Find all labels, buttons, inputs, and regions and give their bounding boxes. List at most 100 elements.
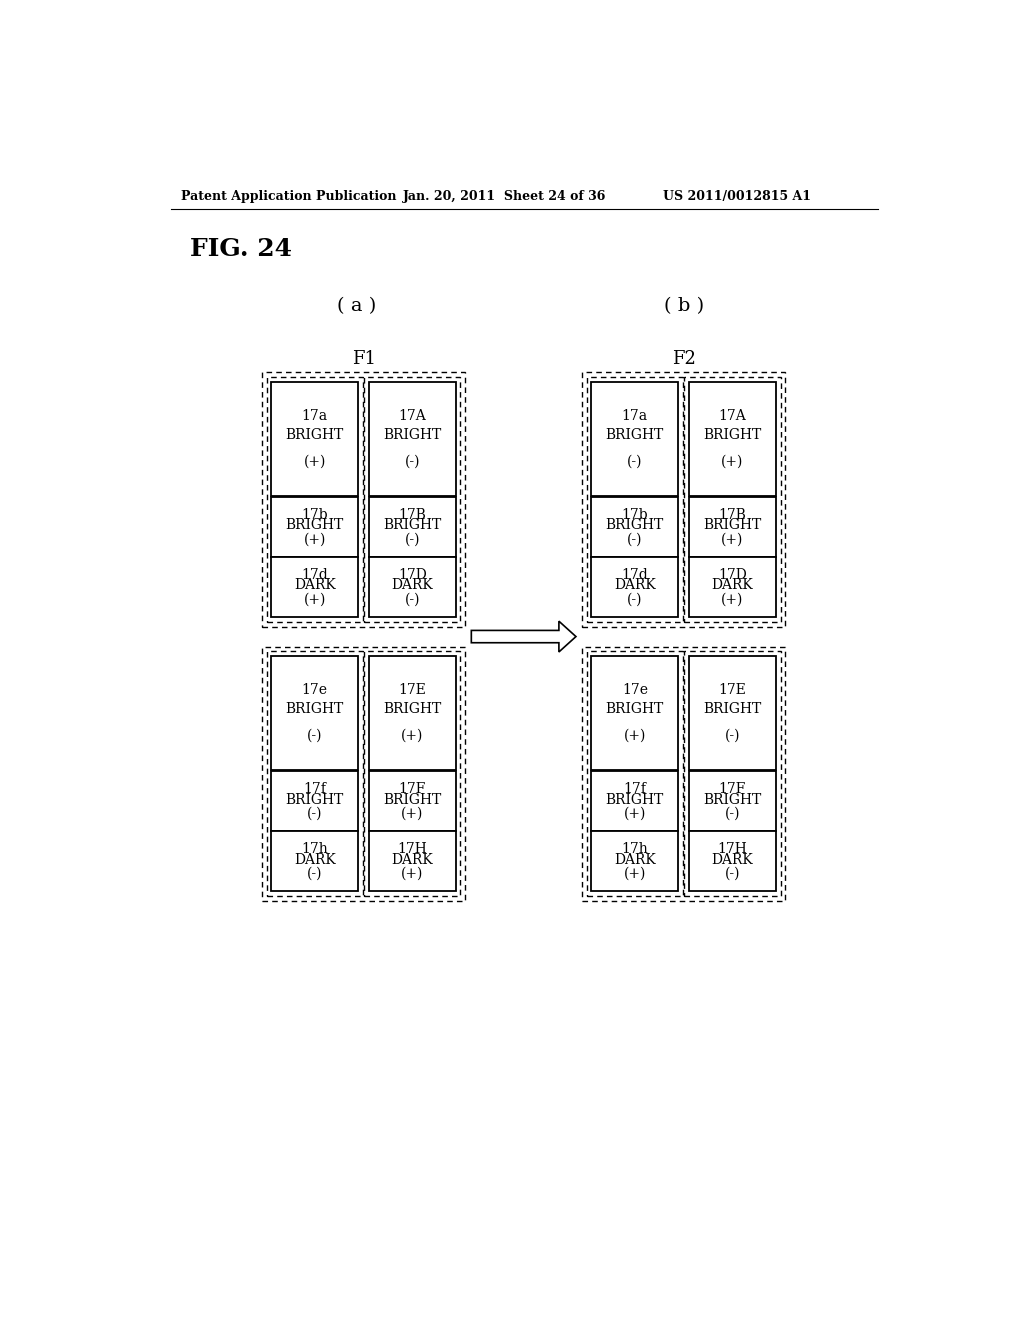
Text: (-): (-) bbox=[307, 866, 323, 880]
Text: (+): (+) bbox=[624, 729, 646, 743]
Text: (-): (-) bbox=[307, 729, 323, 743]
Bar bbox=[592, 381, 678, 496]
Text: DARK: DARK bbox=[294, 578, 336, 593]
Text: 17e: 17e bbox=[622, 682, 648, 697]
Text: (+): (+) bbox=[401, 807, 424, 820]
Polygon shape bbox=[471, 622, 575, 652]
Text: DARK: DARK bbox=[614, 578, 655, 593]
Text: 17B: 17B bbox=[719, 508, 746, 523]
Text: BRIGHT: BRIGHT bbox=[286, 792, 344, 807]
Bar bbox=[689, 656, 776, 770]
Bar bbox=[271, 498, 358, 557]
Text: 17B: 17B bbox=[398, 508, 426, 523]
Text: (-): (-) bbox=[627, 593, 643, 606]
Text: (-): (-) bbox=[307, 807, 323, 820]
Text: (+): (+) bbox=[624, 866, 646, 880]
Text: DARK: DARK bbox=[294, 853, 336, 867]
Text: Patent Application Publication: Patent Application Publication bbox=[180, 190, 396, 203]
Text: 17f: 17f bbox=[303, 783, 327, 796]
Bar bbox=[684, 378, 780, 622]
Text: (-): (-) bbox=[404, 454, 420, 469]
Text: (+): (+) bbox=[721, 532, 743, 546]
Text: 17E: 17E bbox=[398, 682, 426, 697]
Bar bbox=[271, 557, 358, 618]
Text: 17H: 17H bbox=[397, 842, 427, 857]
Text: BRIGHT: BRIGHT bbox=[383, 792, 441, 807]
Text: F2: F2 bbox=[672, 350, 695, 367]
Text: Jan. 20, 2011  Sheet 24 of 36: Jan. 20, 2011 Sheet 24 of 36 bbox=[403, 190, 606, 203]
Text: (-): (-) bbox=[725, 807, 740, 820]
Text: 17D: 17D bbox=[398, 569, 427, 582]
Text: 17F: 17F bbox=[398, 783, 426, 796]
Text: 17b: 17b bbox=[622, 508, 648, 523]
Bar bbox=[583, 647, 785, 900]
Text: (-): (-) bbox=[627, 454, 643, 469]
Text: BRIGHT: BRIGHT bbox=[703, 428, 762, 442]
Text: 17h: 17h bbox=[301, 842, 328, 857]
Text: BRIGHT: BRIGHT bbox=[606, 428, 664, 442]
Text: 17a: 17a bbox=[302, 409, 328, 422]
Text: 17a: 17a bbox=[622, 409, 648, 422]
Text: (-): (-) bbox=[725, 729, 740, 743]
Bar bbox=[369, 832, 456, 891]
Text: DARK: DARK bbox=[712, 578, 754, 593]
Bar bbox=[266, 651, 362, 896]
Bar bbox=[271, 771, 358, 832]
Bar bbox=[369, 771, 456, 832]
Text: BRIGHT: BRIGHT bbox=[606, 519, 664, 532]
Text: BRIGHT: BRIGHT bbox=[606, 792, 664, 807]
Text: 17b: 17b bbox=[301, 508, 328, 523]
Text: (+): (+) bbox=[624, 807, 646, 820]
Bar bbox=[689, 771, 776, 832]
Text: BRIGHT: BRIGHT bbox=[606, 702, 664, 717]
Text: (-): (-) bbox=[404, 593, 420, 606]
Text: 17d: 17d bbox=[301, 569, 328, 582]
Text: 17h: 17h bbox=[622, 842, 648, 857]
Bar bbox=[689, 498, 776, 557]
Text: BRIGHT: BRIGHT bbox=[383, 519, 441, 532]
Text: DARK: DARK bbox=[712, 853, 754, 867]
Text: DARK: DARK bbox=[391, 578, 433, 593]
Bar bbox=[684, 651, 780, 896]
Text: BRIGHT: BRIGHT bbox=[286, 519, 344, 532]
Text: 17A: 17A bbox=[719, 409, 746, 422]
Text: 17A: 17A bbox=[398, 409, 426, 422]
Bar bbox=[592, 557, 678, 618]
Bar bbox=[365, 378, 461, 622]
Text: (+): (+) bbox=[401, 729, 424, 743]
Text: (+): (+) bbox=[401, 866, 424, 880]
Text: BRIGHT: BRIGHT bbox=[286, 702, 344, 717]
Bar bbox=[592, 832, 678, 891]
Text: 17E: 17E bbox=[719, 682, 746, 697]
Text: DARK: DARK bbox=[391, 853, 433, 867]
Text: (-): (-) bbox=[627, 532, 643, 546]
Text: 17e: 17e bbox=[302, 682, 328, 697]
Bar bbox=[592, 656, 678, 770]
Text: BRIGHT: BRIGHT bbox=[286, 428, 344, 442]
Bar bbox=[271, 656, 358, 770]
Text: (+): (+) bbox=[721, 454, 743, 469]
Bar bbox=[587, 651, 683, 896]
Text: (-): (-) bbox=[404, 532, 420, 546]
Bar bbox=[587, 378, 683, 622]
Text: BRIGHT: BRIGHT bbox=[703, 792, 762, 807]
Text: ( a ): ( a ) bbox=[337, 297, 376, 315]
Text: (-): (-) bbox=[725, 866, 740, 880]
Text: DARK: DARK bbox=[614, 853, 655, 867]
Bar bbox=[271, 832, 358, 891]
Text: FIG. 24: FIG. 24 bbox=[190, 238, 292, 261]
Bar bbox=[689, 381, 776, 496]
Text: BRIGHT: BRIGHT bbox=[703, 702, 762, 717]
Bar bbox=[369, 498, 456, 557]
Text: US 2011/0012815 A1: US 2011/0012815 A1 bbox=[663, 190, 811, 203]
Bar bbox=[592, 498, 678, 557]
Text: (+): (+) bbox=[303, 593, 326, 606]
Text: BRIGHT: BRIGHT bbox=[383, 428, 441, 442]
Bar bbox=[592, 771, 678, 832]
Text: BRIGHT: BRIGHT bbox=[703, 519, 762, 532]
Bar bbox=[369, 381, 456, 496]
Bar bbox=[365, 651, 461, 896]
Text: (+): (+) bbox=[303, 532, 326, 546]
Text: 17H: 17H bbox=[718, 842, 748, 857]
Text: 17d: 17d bbox=[622, 569, 648, 582]
